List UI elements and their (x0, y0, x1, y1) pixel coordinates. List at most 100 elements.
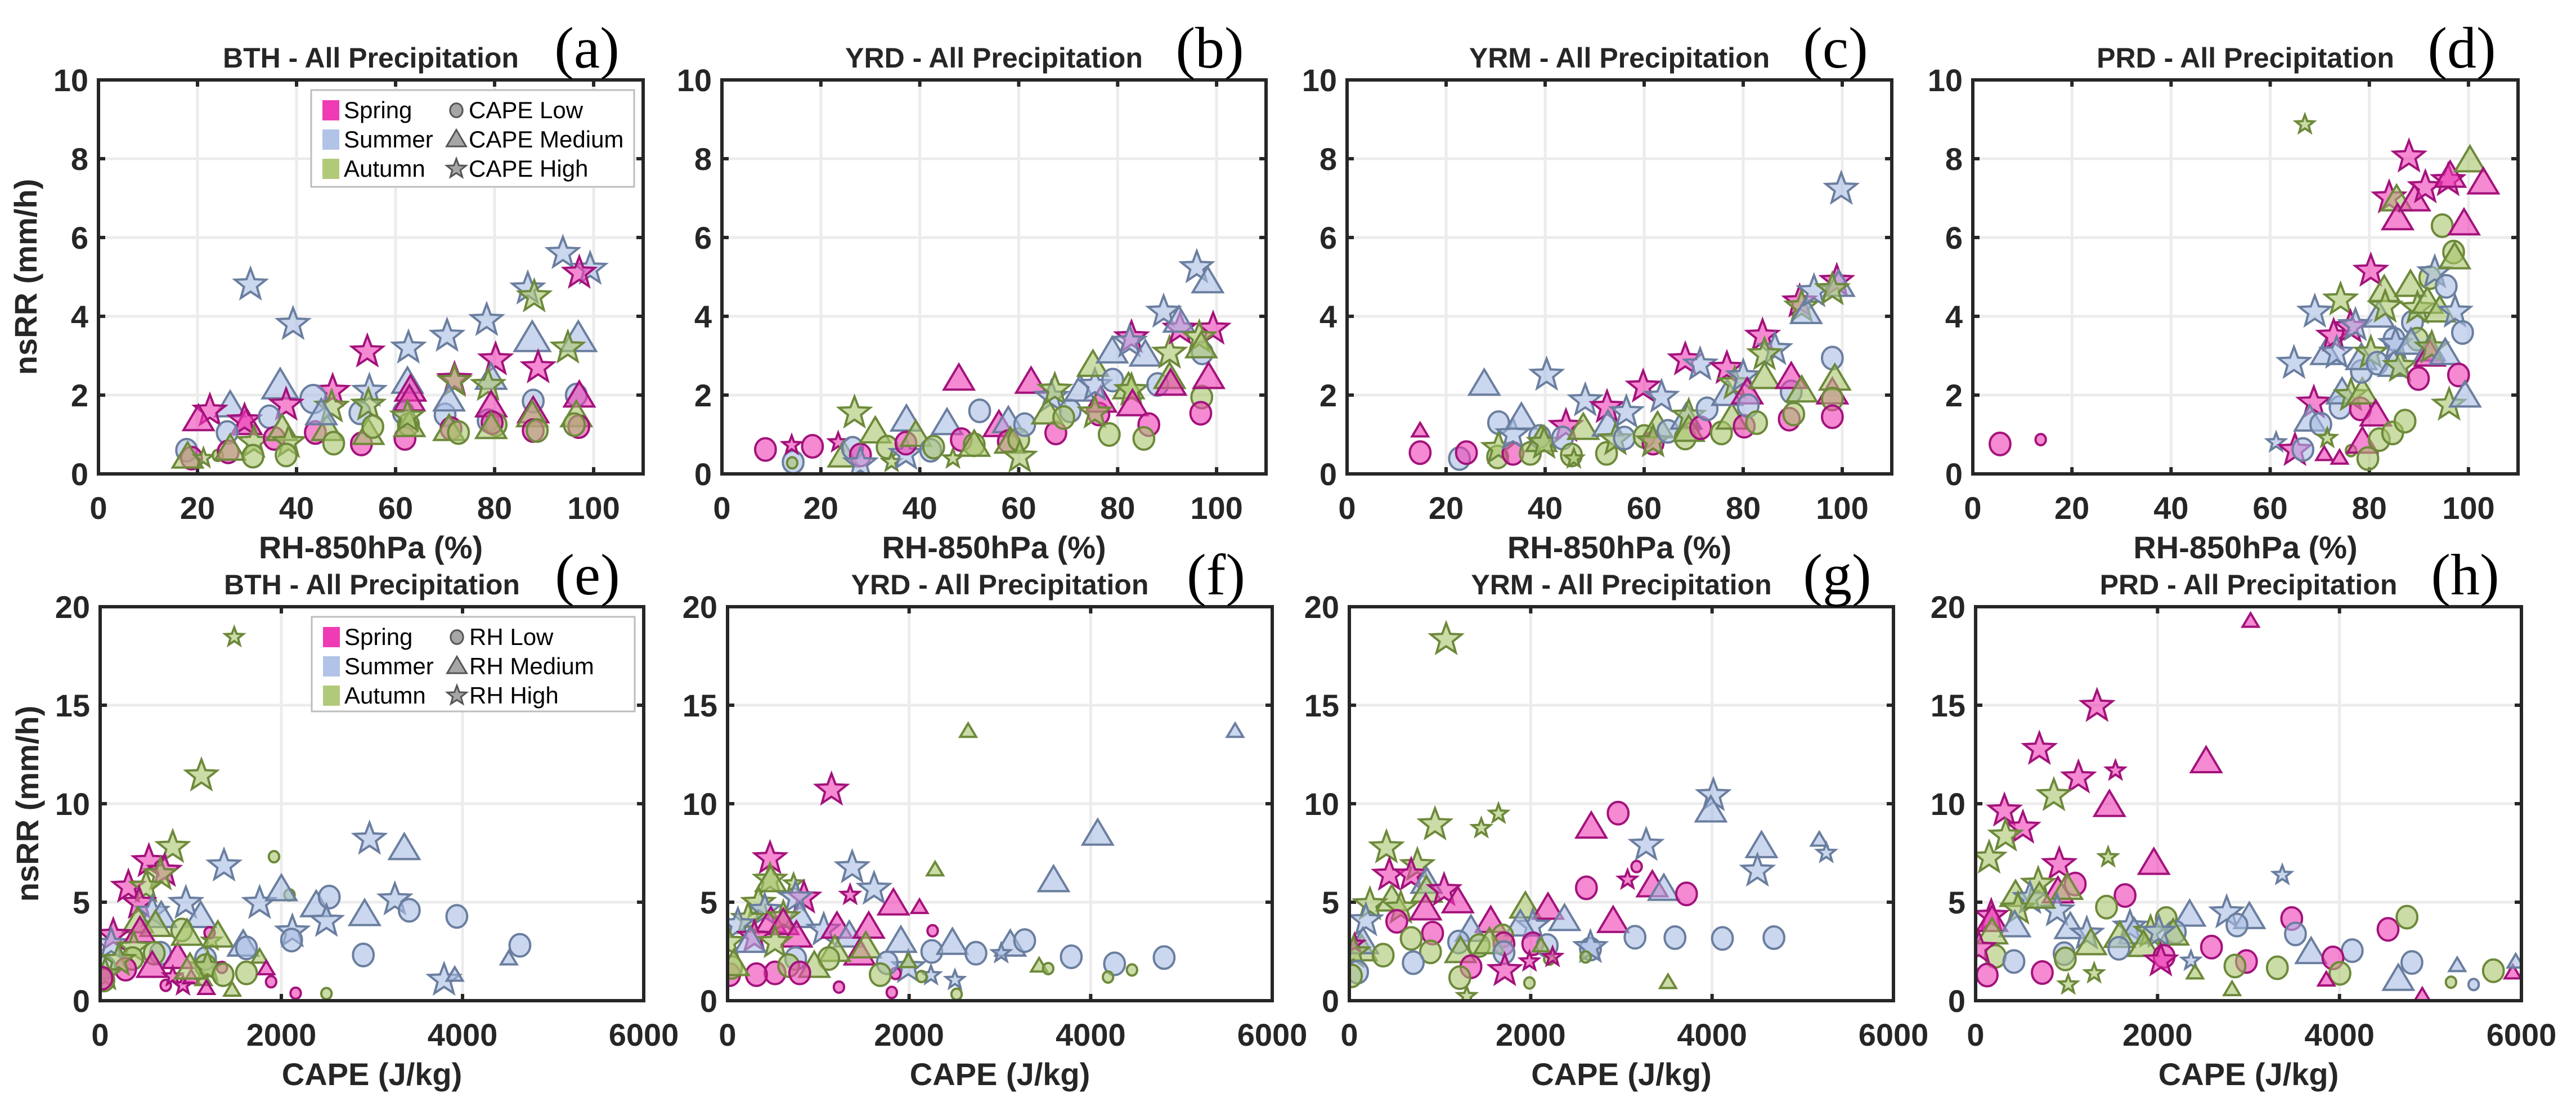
y-tick-label: 20 (55, 589, 90, 625)
point-summer-triangle (304, 397, 339, 425)
panel-title: YRM - All Precipitation (1469, 42, 1770, 74)
x-tick-label: 0 (1340, 1017, 1358, 1052)
legend-box (310, 89, 635, 188)
y-tick-label: 8 (694, 141, 712, 177)
axes-box (726, 605, 1274, 1002)
point-spring-triangle (2466, 165, 2501, 195)
point-autumn-star (191, 445, 216, 469)
point-spring-circle (1976, 962, 1999, 988)
x-tick-label: 100 (1190, 490, 1242, 526)
point-spring-circle (2376, 917, 2400, 942)
point-summer-triangle (1036, 863, 1071, 893)
legend-season-label: Autumn (344, 155, 425, 182)
y-tick-label: 10 (55, 786, 90, 822)
point-summer-star (2296, 292, 2333, 328)
x-tick-label: 40 (2153, 490, 2188, 526)
point-autumn-circle (1399, 926, 1423, 951)
y-axis-label: nsRR (mm/h) (10, 706, 45, 902)
point-spring-circle (926, 924, 939, 938)
point-autumn-star (2366, 287, 2404, 323)
point-autumn-star (1351, 885, 1389, 921)
point-summer-star (943, 967, 967, 991)
point-autumn-star (1076, 393, 1114, 429)
point-autumn-triangle (170, 917, 204, 946)
point-summer-circle (1762, 925, 1785, 950)
y-tick-label: 4 (1945, 299, 1963, 334)
point-autumn-star (389, 397, 427, 433)
point-autumn-triangle (2222, 979, 2242, 997)
x-tick-label: 80 (2352, 490, 2387, 526)
legend-swatch-autumn (323, 686, 340, 706)
point-autumn-circle (2095, 894, 2119, 920)
legend-shape-label: CAPE High (469, 155, 588, 182)
x-tick-label: 6000 (1859, 1017, 1929, 1052)
point-spring-star (560, 253, 598, 289)
x-tick-label: 4000 (428, 1017, 498, 1052)
point-summer-circle (2225, 912, 2249, 938)
point-summer-circle (1402, 950, 1425, 975)
x-tick-label: 0 (91, 1017, 109, 1052)
point-autumn-circle (563, 412, 586, 437)
point-autumn-circle (2356, 446, 2380, 471)
point-spring-circle (2031, 960, 2054, 985)
point-autumn-star (2035, 776, 2073, 812)
y-tick-label: 0 (1948, 983, 1965, 1019)
point-autumn-star (1814, 270, 1851, 306)
legend-swatch-autumn (322, 159, 339, 179)
point-spring-triangle (256, 958, 276, 975)
point-spring-triangle (2316, 970, 2336, 987)
x-tick-label: 2000 (246, 1017, 317, 1052)
point-autumn-circle (868, 962, 892, 987)
y-tick-label: 8 (71, 141, 88, 177)
point-spring-circle (289, 986, 302, 1000)
point-autumn-triangle (1566, 411, 1600, 440)
point-spring-circle (2113, 883, 2137, 908)
point-autumn-circle (1097, 422, 1121, 447)
point-summer-triangle (1467, 367, 1501, 396)
points (1349, 620, 1839, 1001)
point-autumn-star (1001, 437, 1039, 473)
panel-title: BTH - All Precipitation (224, 569, 520, 601)
point-autumn-star (1367, 828, 1405, 864)
point-spring-star (267, 385, 305, 421)
points (728, 721, 1245, 1001)
point-spring-star (1425, 871, 1463, 907)
point-autumn-star (469, 365, 507, 401)
panel-label: (c) (1803, 16, 1868, 80)
point-spring-triangle (909, 897, 930, 915)
panel-title: PRD - All Precipitation (2097, 42, 2394, 74)
x-tick-label: 0 (713, 490, 730, 526)
point-autumn-circle (2395, 904, 2419, 930)
point-autumn-star (436, 361, 473, 397)
point-spring-star (1540, 944, 1565, 967)
point-summer-triangle (1694, 794, 1728, 823)
point-autumn-star (515, 277, 553, 313)
point-summer-triangle (387, 831, 421, 861)
point-summer-star (1608, 393, 1645, 428)
point-summer-circle (2451, 320, 2474, 345)
point-summer-circle (2291, 437, 2315, 462)
legend-season-label: Summer (344, 126, 433, 153)
point-autumn-star (2292, 111, 2317, 135)
point-autumn-star (1416, 805, 1454, 841)
point-spring-circle (1385, 908, 1408, 934)
point-summer-triangle (733, 924, 768, 953)
point-spring-triangle (2413, 985, 2431, 1001)
point-spring-triangle (2092, 788, 2126, 817)
point-autumn-triangle (213, 432, 248, 461)
point-autumn-triangle (222, 980, 243, 997)
point-autumn-triangle (2438, 240, 2472, 270)
y-tick-label: 6 (71, 220, 88, 256)
point-spring-circle (753, 437, 777, 462)
point-autumn-star (1036, 370, 1074, 406)
point-autumn-circle (2223, 953, 2247, 979)
x-axis-label: CAPE (J/kg) (1531, 1056, 1712, 1092)
point-spring-star (2390, 137, 2428, 173)
point-spring-star (1708, 348, 1745, 384)
y-tick-label: 0 (694, 456, 712, 492)
point-spring-circle (2447, 362, 2470, 388)
point-summer-triangle (1789, 295, 1823, 324)
point-spring-triangle (2240, 611, 2261, 628)
legend-season-label: Summer (344, 653, 434, 679)
point-summer-star (100, 925, 130, 961)
